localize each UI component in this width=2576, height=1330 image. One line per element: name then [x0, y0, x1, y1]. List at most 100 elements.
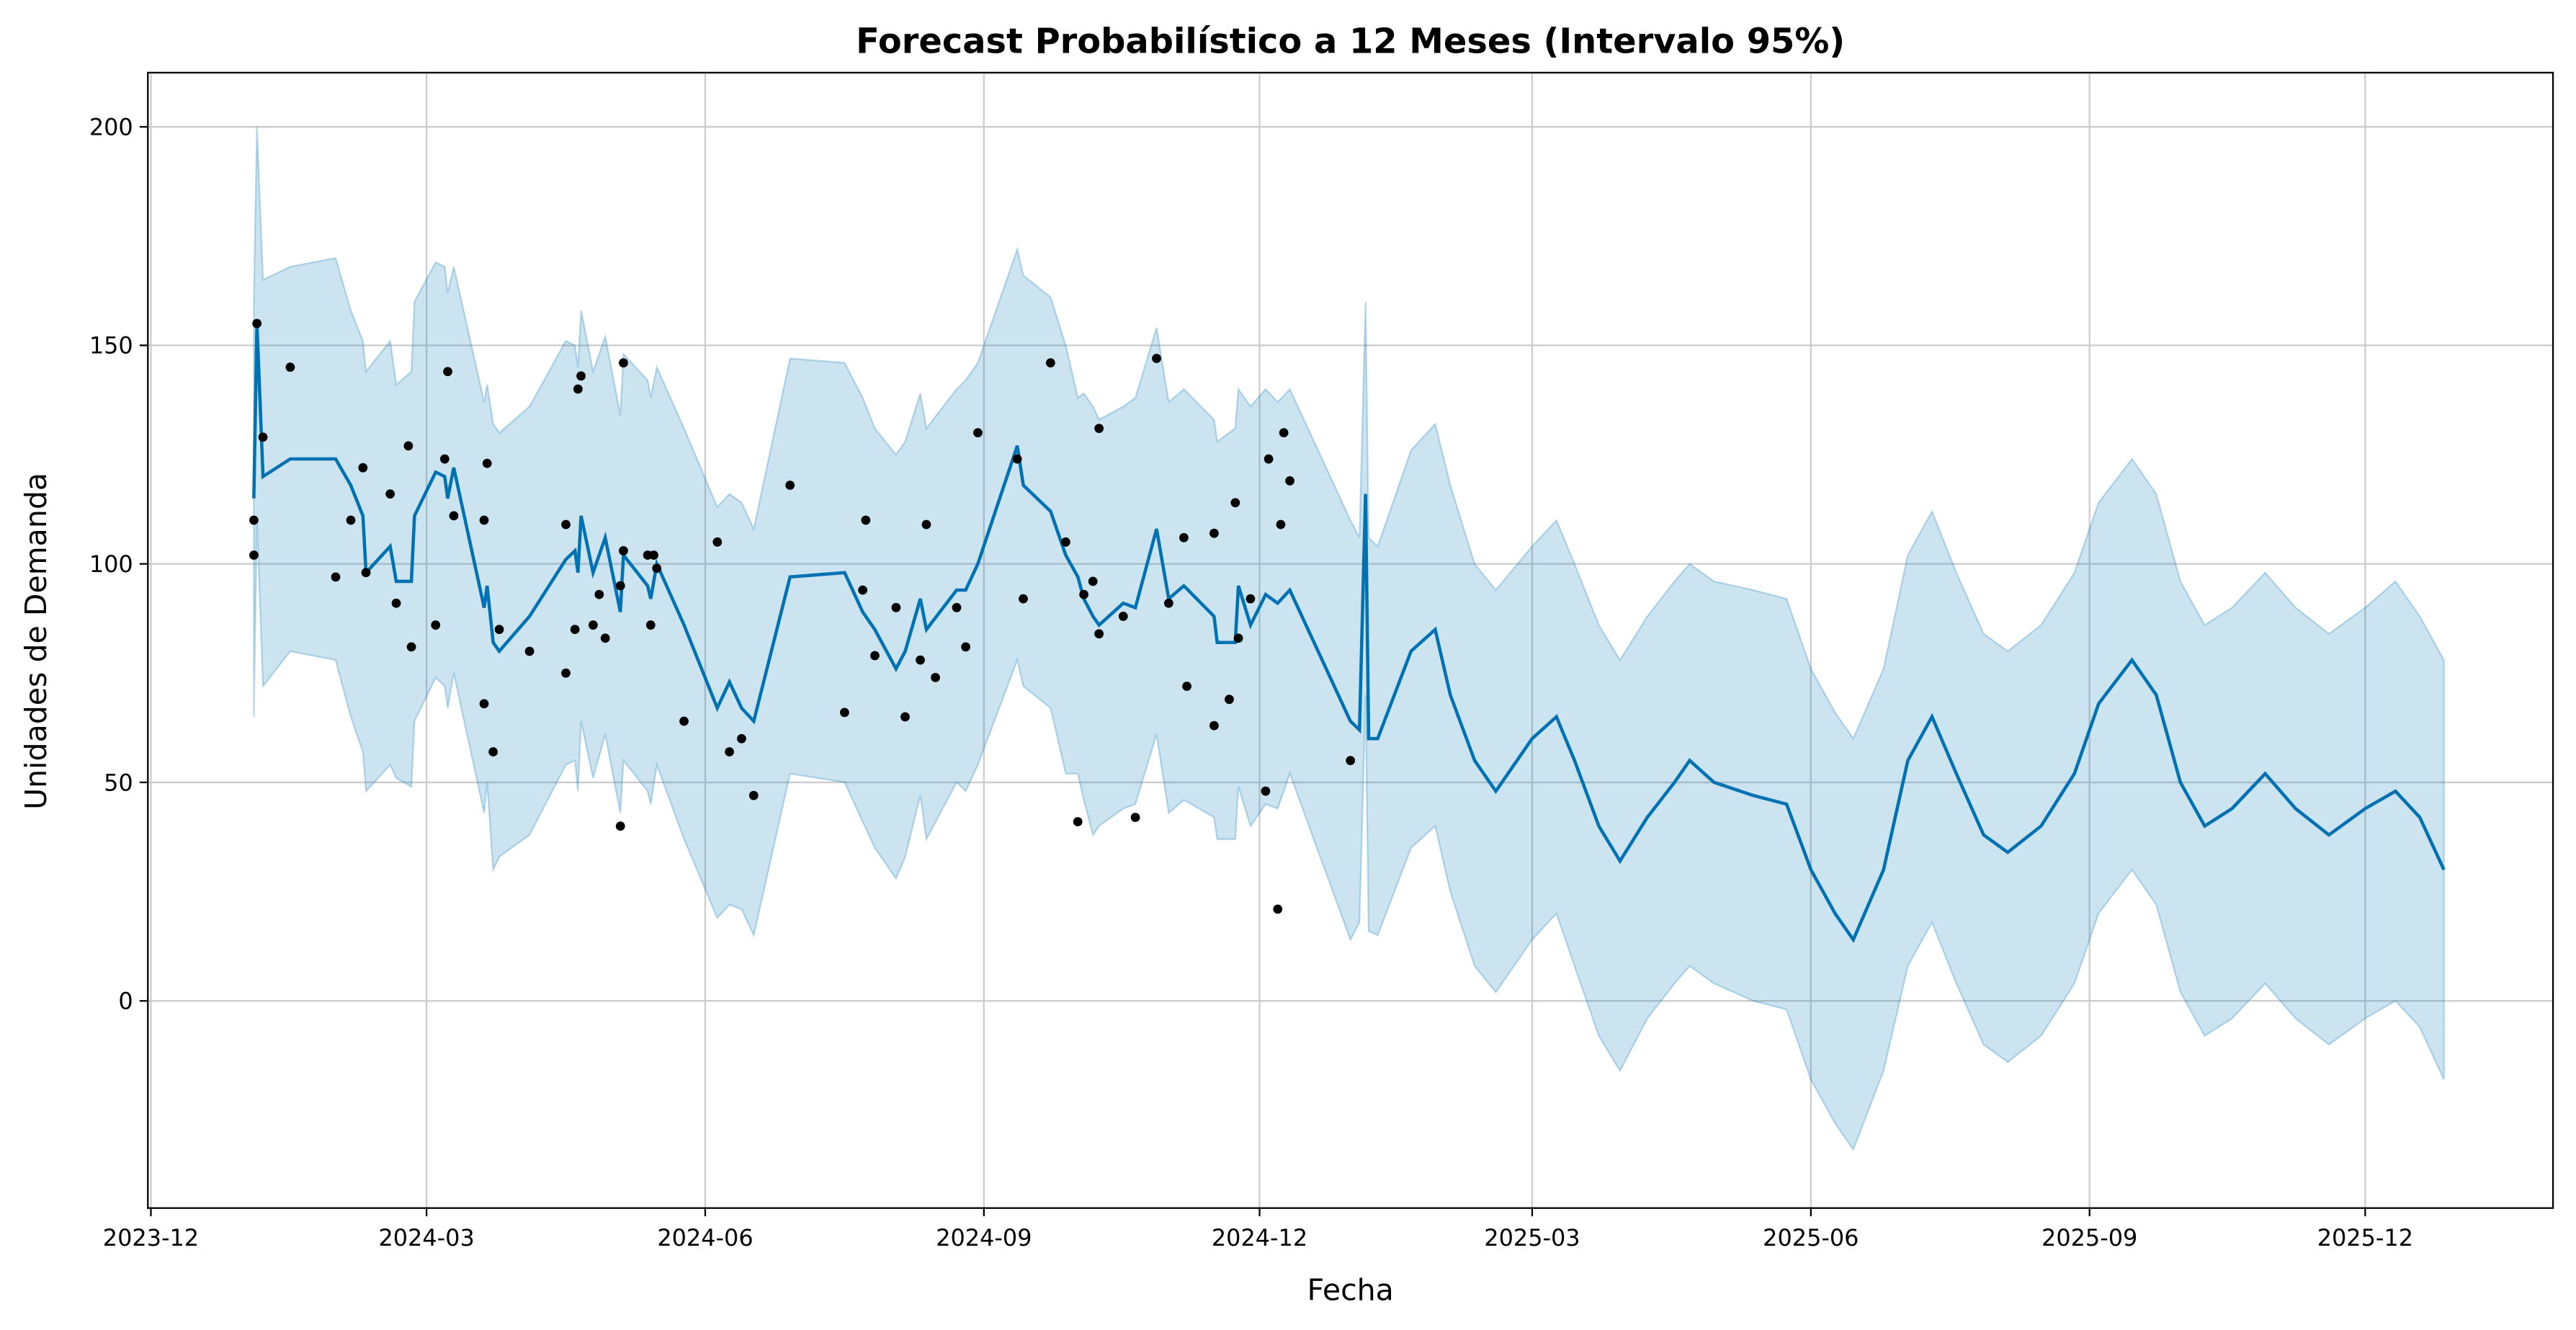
observed-point	[1182, 682, 1191, 691]
observed-point	[524, 646, 535, 656]
y-tick-label: 150	[89, 332, 133, 360]
observed-point	[1152, 354, 1161, 363]
observed-point	[431, 620, 441, 630]
observed-point	[1273, 904, 1283, 914]
observed-point	[1276, 519, 1286, 530]
observed-point	[649, 550, 658, 560]
observed-point	[561, 519, 571, 530]
observed-point	[573, 384, 583, 394]
observed-point	[594, 589, 604, 599]
observed-point	[1163, 598, 1173, 608]
observed-point	[900, 712, 910, 722]
x-tick-label: 2024-12	[1212, 1224, 1307, 1251]
observed-point	[1230, 498, 1240, 508]
observed-point	[1179, 532, 1189, 543]
observed-point	[1012, 454, 1022, 464]
observed-point	[619, 546, 628, 555]
observed-point	[870, 651, 880, 661]
x-tick-label: 2024-09	[936, 1224, 1032, 1251]
x-axis: 2023-12 2024-03 2024-06 2024-09 2024-12 2025-…	[103, 1208, 2413, 1251]
plot-frame	[147, 71, 2554, 1209]
observed-point	[1245, 594, 1256, 604]
observed-point	[952, 602, 962, 612]
observed-point	[1346, 756, 1356, 765]
observed-point	[443, 367, 452, 377]
observed-point	[1209, 720, 1219, 731]
observed-point	[488, 747, 498, 757]
y-axis: 0 50 100 150 200	[89, 113, 148, 1015]
y-tick-label: 200	[89, 113, 133, 140]
x-axis-label: Fecha	[1307, 1272, 1393, 1307]
observed-point	[619, 358, 628, 367]
observed-point	[479, 515, 489, 525]
forecast-line	[252, 323, 2446, 943]
observed-point	[258, 432, 268, 442]
observed-point	[1094, 629, 1104, 639]
y-tick-label: 0	[118, 988, 133, 1015]
observed-point	[615, 821, 625, 831]
observed-point	[652, 563, 662, 573]
observed-point	[561, 668, 571, 678]
observed-point	[482, 458, 492, 468]
observed-point	[725, 747, 735, 757]
x-tick-label: 2025-03	[1484, 1224, 1580, 1251]
observed-point	[576, 371, 586, 381]
observed-point	[439, 454, 450, 464]
observed-point	[737, 733, 746, 744]
observed-point	[570, 625, 580, 635]
observed-point	[385, 489, 395, 499]
observed-point	[858, 585, 868, 595]
observed-point	[346, 515, 356, 525]
x-tick-label: 2025-06	[1763, 1224, 1859, 1251]
observed-point	[1073, 817, 1083, 826]
observed-point	[1225, 695, 1234, 705]
observed-point	[1094, 424, 1104, 433]
observed-point	[891, 602, 901, 612]
observed-point	[1264, 454, 1274, 464]
observed-point	[494, 625, 504, 635]
observed-point	[679, 716, 689, 726]
confidence-interval-band	[253, 127, 2445, 1151]
observed-point	[1118, 612, 1128, 621]
x-tick-label: 2024-06	[657, 1224, 753, 1251]
observed-point	[479, 699, 489, 709]
x-tick-label: 2025-09	[2041, 1224, 2137, 1251]
observed-point	[1130, 813, 1140, 822]
observed-points	[249, 318, 1356, 914]
observed-point	[921, 519, 931, 530]
x-tick-label: 2024-03	[378, 1224, 474, 1251]
observed-point	[391, 598, 401, 608]
y-tick-label: 50	[104, 769, 133, 796]
observed-point	[1209, 528, 1219, 538]
observed-point	[406, 642, 416, 652]
observed-point	[358, 463, 368, 473]
observed-point	[1019, 594, 1028, 604]
observed-point	[861, 515, 871, 525]
observed-point	[615, 581, 625, 591]
observed-point	[403, 441, 413, 451]
observed-point	[1285, 476, 1294, 486]
y-tick-label: 100	[89, 550, 133, 578]
x-tick-label: 2023-12	[103, 1224, 199, 1251]
observed-point	[1088, 576, 1098, 586]
observed-point	[961, 642, 971, 652]
observed-point	[285, 362, 295, 372]
observed-point	[449, 511, 459, 521]
observed-point	[1079, 589, 1089, 599]
observed-point	[600, 633, 610, 643]
observed-point	[712, 537, 723, 547]
observed-point	[1233, 633, 1243, 643]
observed-point	[331, 572, 341, 582]
observed-point	[645, 620, 656, 630]
observed-point	[1045, 358, 1055, 367]
observed-point	[249, 550, 259, 560]
observed-point	[931, 672, 940, 682]
x-tick-label: 2025-12	[2317, 1224, 2413, 1251]
observed-point	[973, 428, 983, 438]
observed-point	[1279, 428, 1289, 438]
observed-point	[748, 790, 759, 800]
observed-point	[361, 568, 371, 578]
observed-point	[840, 708, 849, 718]
